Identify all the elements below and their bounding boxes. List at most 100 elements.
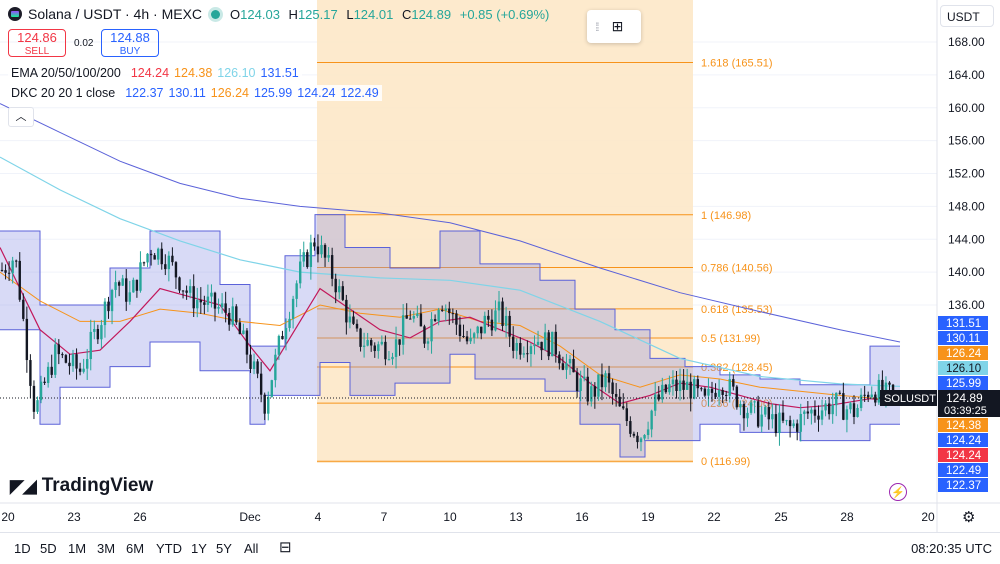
dkc-values: 122.37 130.11 126.24 125.99 124.24 122.49 xyxy=(120,86,378,100)
candle-body xyxy=(831,405,834,415)
candle-body xyxy=(117,282,121,286)
candle-body xyxy=(512,336,515,351)
candle-body xyxy=(68,362,71,367)
candle-body xyxy=(469,337,472,342)
tradingview-mark-icon: ◤◢ xyxy=(10,475,37,496)
price-tag-box xyxy=(938,346,988,360)
price-tag: 126.24 xyxy=(946,348,982,360)
candle-body xyxy=(316,246,320,255)
chevron-up-icon[interactable]: ︿ xyxy=(8,107,34,127)
price-tick: 144.00 xyxy=(948,232,985,246)
candle-body xyxy=(313,242,316,247)
candle-body xyxy=(309,242,313,268)
candle-body xyxy=(497,301,501,311)
candle-body xyxy=(103,301,107,326)
range-3m[interactable]: 3M xyxy=(97,541,116,556)
ohlc-open: 124.03 xyxy=(240,6,280,22)
candle-body xyxy=(320,244,323,255)
drag-handle-icon[interactable]: ⁞⁞ xyxy=(595,19,599,34)
candle-body xyxy=(110,289,114,312)
candle-body xyxy=(749,402,753,413)
range-1y[interactable]: 1Y xyxy=(191,541,207,556)
candle-body xyxy=(43,381,46,383)
range-1d[interactable]: 1D xyxy=(14,541,31,556)
candle-body xyxy=(646,429,650,436)
range-5y[interactable]: 5Y xyxy=(216,541,232,556)
candle-body xyxy=(391,356,394,360)
range-6m[interactable]: 6M xyxy=(126,541,145,556)
candle-body xyxy=(352,316,355,324)
candle-body xyxy=(636,435,639,443)
candle-body xyxy=(224,303,227,313)
candle-body xyxy=(465,336,469,342)
range-5d[interactable]: 5D xyxy=(40,541,57,556)
candle-body xyxy=(29,360,32,386)
candle-body xyxy=(433,319,437,322)
candle-body xyxy=(707,388,710,396)
lightning-icon[interactable]: ⚡ xyxy=(889,483,907,501)
price-tag: 125.99 xyxy=(946,378,981,390)
spread-value: 0.02 xyxy=(74,38,94,49)
utc-clock[interactable]: 08:20:35 UTC xyxy=(911,541,992,556)
candle-body xyxy=(611,382,614,395)
candle-body xyxy=(728,379,731,396)
add-layout-icon[interactable]: ⊞ xyxy=(611,18,624,34)
range-1m[interactable]: 1M xyxy=(68,541,87,556)
candle-body xyxy=(668,384,671,393)
candle-body xyxy=(362,345,366,347)
dkc-legend[interactable]: DKC 20 20 1 close 122.37 130.11 126.24 125.9… xyxy=(8,85,382,101)
candle-body xyxy=(82,368,85,372)
keltner-fill xyxy=(0,214,900,457)
ohlc-change: +0.85 (+0.69%) xyxy=(459,6,550,22)
range-all[interactable]: All xyxy=(244,541,259,556)
candle-body xyxy=(803,411,806,414)
candle-body xyxy=(167,255,171,270)
candle-body xyxy=(891,384,895,392)
candle-body xyxy=(551,331,554,357)
candle-body xyxy=(835,392,838,406)
currency-selector[interactable]: USDT xyxy=(940,5,994,27)
candle-body xyxy=(824,403,827,411)
candle-body xyxy=(299,261,302,284)
buy-button[interactable]: 124.88 BUY xyxy=(101,29,159,57)
sell-button[interactable]: 124.86 SELL xyxy=(8,29,66,57)
symbol-title[interactable]: Solana / USDT · 4h · MEXC xyxy=(28,6,203,22)
candle-body xyxy=(689,381,692,399)
range-ytd[interactable]: YTD xyxy=(156,541,182,556)
bottom-toolbar: 1D 5D 1M 3M 6M YTD 1Y 5Y All ⊟ 08:20:35 … xyxy=(0,532,1000,564)
dkc-value: 130.11 xyxy=(168,86,206,100)
candle-body xyxy=(295,283,298,299)
floating-toolbar[interactable]: ⁞⁞ ⊞ xyxy=(587,10,641,43)
candle-body xyxy=(838,392,841,394)
keltner-lower-line xyxy=(0,329,900,458)
candle-body xyxy=(515,343,518,351)
calendar-goto-icon[interactable]: ⊟ xyxy=(279,539,292,556)
candle-body xyxy=(583,376,586,379)
candle-body xyxy=(842,393,845,420)
candle-body xyxy=(579,378,582,392)
candle-body xyxy=(384,341,387,360)
candle-body xyxy=(543,332,547,351)
candle-body xyxy=(348,316,352,323)
ema-value: 124.24 xyxy=(130,66,170,80)
ohlc-low-key: L xyxy=(346,6,354,22)
market-status-icon xyxy=(211,9,221,19)
gear-icon[interactable]: ⚙ xyxy=(962,509,976,526)
candle-body xyxy=(796,423,799,432)
price-tick: 160.00 xyxy=(948,101,985,115)
price-tag: 122.49 xyxy=(946,465,981,477)
candle-body xyxy=(274,354,277,381)
candle-body xyxy=(760,414,763,427)
ema-legend[interactable]: EMA 20/50/100/200 124.24 124.38 126.10 131.5… xyxy=(8,65,302,81)
candle-body xyxy=(693,379,696,399)
candle-body xyxy=(632,433,636,436)
candle-body xyxy=(781,412,785,421)
ema-label: EMA 20/50/100/200 xyxy=(11,66,121,80)
fib-label: 0 (116.99) xyxy=(701,456,750,468)
time-tick: 7 xyxy=(381,510,388,524)
candle-body xyxy=(597,374,600,397)
candle-body xyxy=(203,302,206,305)
candle-body xyxy=(867,394,870,398)
candle-body xyxy=(487,315,490,320)
